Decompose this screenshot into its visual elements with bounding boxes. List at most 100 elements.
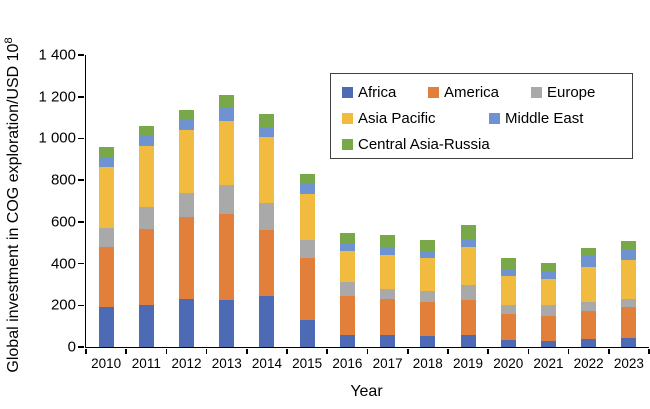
legend-swatch-icon: [531, 86, 542, 98]
legend-row: Africa America Europe: [342, 79, 632, 105]
bar-segment-europe: [299, 239, 315, 259]
legend-swatch-icon: [489, 112, 500, 124]
bar-segment-europe: [621, 299, 637, 308]
bar-segment-america: [500, 313, 516, 340]
bar-segment-central-asia-russia: [420, 239, 436, 252]
bar-segment-central-asia-russia: [138, 125, 154, 137]
bar-segment-asia-pacific: [138, 145, 154, 208]
y-axis-tick: [78, 304, 84, 307]
bar-segment-africa: [420, 335, 436, 347]
legend-item-middle-east: Middle East: [489, 110, 583, 127]
x-axis-tick: [366, 349, 369, 354]
bar-segment-africa: [380, 334, 396, 347]
bar-segment-europe: [540, 305, 556, 316]
y-axis-tick-label: 1 000: [38, 129, 76, 147]
bar-segment-africa: [259, 295, 275, 347]
legend-item-asia-pacific: Asia Pacific: [342, 110, 489, 127]
bar-segment-asia-pacific: [540, 279, 556, 306]
bar-segment-central-asia-russia: [540, 262, 556, 272]
bar-segment-africa: [581, 338, 597, 347]
bar-segment-middle-east: [500, 268, 516, 277]
bar-segment-asia-pacific: [621, 260, 637, 300]
legend-label: Middle East: [505, 109, 584, 127]
bar-segment-central-asia-russia: [581, 247, 597, 257]
bar-segment-europe: [460, 285, 476, 301]
y-axis-title: Global investment in COG exploration/USD…: [3, 0, 23, 409]
bar-segment-middle-east: [339, 243, 355, 252]
bar-segment-asia-pacific: [219, 120, 235, 186]
bar-segment-middle-east: [581, 256, 597, 267]
y-axis-tick: [78, 54, 84, 56]
legend-label: Africa: [358, 83, 397, 101]
bar-segment-middle-east: [420, 251, 436, 259]
bar-segment-middle-east: [179, 119, 195, 131]
y-axis-tick-label: 800: [50, 171, 76, 189]
bar-segment-middle-east: [138, 136, 154, 146]
bar-segment-central-asia-russia: [500, 258, 516, 269]
y-axis-tick: [78, 95, 84, 98]
bar-segment-middle-east: [460, 238, 476, 247]
legend-item-central-asia-russia: Central Asia-Russia: [342, 136, 490, 153]
bar-segment-africa: [98, 307, 114, 347]
x-axis-tick: [527, 349, 530, 354]
bar-segment-europe: [219, 185, 235, 214]
y-axis-tick-label: 0: [67, 338, 76, 356]
x-axis-category-label: 2018: [412, 356, 443, 371]
legend-row: Central Asia-Russia: [342, 131, 632, 157]
x-axis-category-label: 2023: [613, 356, 644, 371]
bar-segment-asia-pacific: [339, 251, 355, 283]
x-axis-tick: [447, 349, 449, 354]
x-axis-category-label: 2017: [372, 356, 403, 371]
x-axis-tick: [567, 349, 570, 354]
bar-segment-asia-pacific: [380, 255, 396, 289]
bar-segment-africa: [219, 300, 235, 347]
bar-segment-africa: [500, 339, 516, 347]
y-axis-tick: [78, 262, 84, 265]
x-axis-tick: [246, 349, 248, 354]
bar-segment-middle-east: [299, 184, 315, 194]
bar-segment-middle-east: [540, 271, 556, 280]
y-axis-title-superscript: 8: [2, 36, 15, 44]
bar-segment-central-asia-russia: [380, 235, 396, 248]
x-axis-tick: [607, 349, 610, 354]
y-axis-title-text: Global investment in COG exploration/USD…: [5, 43, 23, 373]
bar-segment-middle-east: [621, 250, 637, 261]
x-axis-category-label: 2022: [573, 356, 604, 371]
bar-segment-central-asia-russia: [219, 94, 235, 109]
bar-segment-africa: [179, 299, 195, 347]
legend-item-europe: Europe: [531, 84, 595, 101]
y-axis-tick-label: 1 200: [38, 88, 76, 106]
legend-swatch-icon: [342, 86, 353, 98]
legend-label: America: [444, 83, 500, 101]
legend-swatch-icon: [342, 112, 353, 124]
y-axis-tick-label: 1 400: [38, 46, 76, 64]
x-axis-category-label: 2020: [493, 356, 524, 371]
x-axis-category-label: 2019: [453, 356, 484, 371]
bar-segment-asia-pacific: [460, 246, 476, 286]
x-axis-tick: [165, 349, 168, 354]
bar-segment-africa: [460, 334, 476, 347]
bar-segment-europe: [98, 228, 114, 247]
bar-segment-africa: [540, 340, 556, 347]
bar-segment-america: [219, 213, 235, 301]
bar-segment-central-asia-russia: [621, 240, 637, 251]
bar-segment-central-asia-russia: [259, 114, 275, 127]
x-axis-category-label: 2015: [292, 356, 323, 371]
bar-segment-africa: [621, 337, 637, 347]
x-axis-category-label: 2011: [131, 356, 161, 371]
bar-segment-europe: [420, 290, 436, 303]
bar-segment-central-asia-russia: [460, 225, 476, 239]
bar-segment-europe: [138, 207, 154, 230]
y-axis-tick: [78, 179, 84, 181]
x-axis-tick: [326, 349, 329, 354]
bar-segment-asia-pacific: [299, 193, 315, 240]
bar-segment-america: [540, 315, 556, 341]
x-axis-title: Year: [350, 383, 383, 400]
bar-segment-america: [98, 246, 114, 308]
y-axis-tick-label: 200: [50, 296, 76, 314]
legend-item-africa: Africa: [342, 84, 428, 101]
y-axis-tick-label: 400: [50, 255, 76, 273]
bar-segment-middle-east: [219, 108, 235, 121]
bar-segment-middle-east: [259, 126, 275, 138]
